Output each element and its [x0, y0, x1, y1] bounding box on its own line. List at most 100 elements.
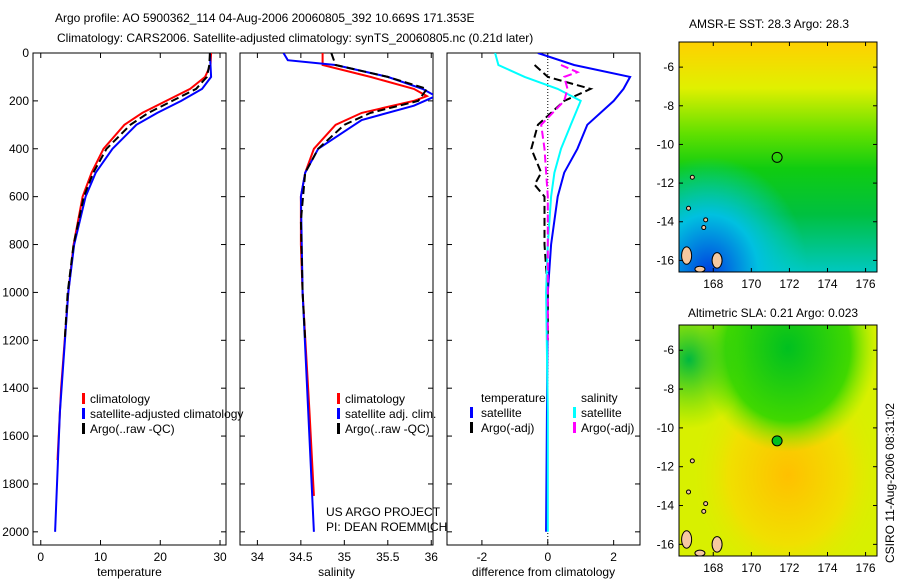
series-line-temperature-argo-adj-	[530, 64, 594, 341]
legend-label-satellite: satellite-adjusted climatology	[90, 407, 243, 421]
legend-swatch	[82, 423, 85, 434]
x-tick-label: 2	[610, 550, 617, 564]
x-axis-label: difference from climatology	[472, 565, 615, 579]
x-tick-label: 170	[741, 277, 761, 291]
land-island	[701, 225, 707, 231]
timestamp-vertical: CSIRO 11-Aug-2006 08:31:02	[883, 403, 897, 563]
land-island	[711, 536, 723, 553]
legend-heading-temperature: temperature	[481, 391, 546, 405]
y-tick-label: 1800	[2, 477, 29, 491]
y-tick-label: -14	[657, 499, 675, 513]
y-tick-label: -12	[657, 460, 675, 474]
land-island	[694, 265, 706, 273]
x-tick-label: 34	[251, 550, 265, 564]
y-tick-label: 2000	[2, 525, 29, 539]
land-island	[701, 508, 707, 514]
y-tick-label: -14	[657, 215, 675, 229]
sst-cold-region	[679, 42, 877, 272]
y-tick-label: 200	[9, 94, 29, 108]
sst-map	[679, 42, 877, 272]
x-tick-label: 172	[779, 277, 799, 291]
legend-swatch	[82, 408, 85, 419]
x-tick-label: 20	[154, 550, 168, 564]
x-tick-label: 168	[703, 277, 723, 291]
series-group	[54, 53, 213, 532]
map-axes-2: 168 170 172 174 176 -6 -8 -10 -12 -14 -16	[657, 324, 878, 575]
sst-map-title: AMSR-E SST: 28.3 Argo: 28.3	[689, 17, 849, 31]
map-frame	[678, 41, 878, 273]
legend-label-satellite: satellite adj. clim.	[345, 407, 436, 421]
series-group	[494, 53, 632, 532]
y-tick-label: -6	[663, 60, 674, 74]
y-tick-label: -10	[657, 421, 675, 435]
land-island	[681, 530, 693, 549]
x-tick-label: 170	[741, 561, 761, 575]
x-tick-label: 10	[94, 550, 108, 564]
x-tick-label: 172	[779, 561, 799, 575]
legend-heading-salinity: salinity	[581, 391, 618, 405]
y-tick-label: -16	[657, 537, 675, 551]
series-line-salinity-argo-adj-	[540, 64, 581, 341]
land-island	[703, 501, 709, 507]
y-tick-label: 1400	[2, 381, 29, 395]
x-tick-label: 30	[213, 550, 227, 564]
project-name: US ARGO PROJECT	[326, 505, 441, 519]
series-line-satellite-adj-clim-	[282, 53, 433, 532]
x-tick-label: 34.5	[289, 550, 313, 564]
x-tick-label: -2	[477, 550, 488, 564]
plot-area	[239, 52, 434, 546]
series-group	[282, 53, 433, 532]
profile-panel-2: 34 34.5 35 35.5 36 salinity	[239, 52, 439, 579]
y-tick-label: -8	[663, 382, 674, 396]
title-line-1: Argo profile: AO 5900362_114 04-Aug-2006…	[55, 11, 474, 25]
y-tick-label: -12	[657, 176, 675, 190]
legend-swatch	[470, 407, 473, 418]
legend-swatch	[82, 393, 85, 404]
x-tick-label: 174	[817, 277, 837, 291]
land-island	[711, 252, 723, 269]
y-tick-label: 600	[9, 190, 29, 204]
land-island	[694, 549, 706, 557]
legend-label-climatology: climatology	[90, 392, 150, 406]
series-line-satellite-adjusted-climatology	[54, 53, 213, 532]
land-island	[681, 246, 693, 265]
land-island	[703, 217, 709, 223]
x-tick-label: 36	[425, 550, 439, 564]
y-tick-label: 400	[9, 142, 29, 156]
x-tick-label: 35	[338, 550, 352, 564]
y-tick-label: -10	[657, 137, 675, 151]
x-tick-label: 168	[703, 561, 723, 575]
x-tick-label: 174	[817, 561, 837, 575]
map-axes-1: 168 170 172 174 176 -6 -8 -10 -12 -14 -16	[657, 41, 878, 291]
legend-label-temp-satellite: satellite	[481, 406, 522, 420]
legend-swatch	[573, 422, 576, 433]
profile-panel-1: 0 10 20 30 0 200 400 600 800 1000 1200 1400 1600 1800…	[2, 46, 227, 579]
argo-location-marker	[771, 151, 783, 163]
series-line-argo-raw-qc-	[299, 53, 429, 341]
legend-swatch	[337, 393, 340, 404]
y-tick-label: -16	[657, 253, 675, 267]
x-axis-label: temperature	[97, 565, 162, 579]
land-island	[686, 205, 692, 211]
legend-label-argo: Argo(..raw -QC)	[345, 422, 430, 436]
legend-label-climatology: climatology	[345, 392, 405, 406]
argo-location-marker	[771, 435, 783, 447]
x-tick-label: 176	[856, 561, 876, 575]
series-line-salinity-satellite	[494, 53, 582, 532]
land-island	[689, 458, 695, 464]
legend-swatch	[337, 408, 340, 419]
x-tick-label: 176	[856, 277, 876, 291]
x-axis-label: salinity	[318, 565, 355, 579]
y-tick-label: 0	[22, 46, 29, 60]
legend-swatch	[573, 407, 576, 418]
x-tick-label: 35.5	[376, 550, 400, 564]
legend-swatch	[470, 422, 473, 433]
legend-swatch	[337, 423, 340, 434]
map-frame	[678, 324, 878, 557]
project-pi: PI: DEAN ROEMMICH	[326, 520, 447, 534]
land-island	[689, 174, 695, 180]
x-tick-label: 0	[544, 550, 551, 564]
y-tick-label: 1000	[2, 285, 29, 299]
